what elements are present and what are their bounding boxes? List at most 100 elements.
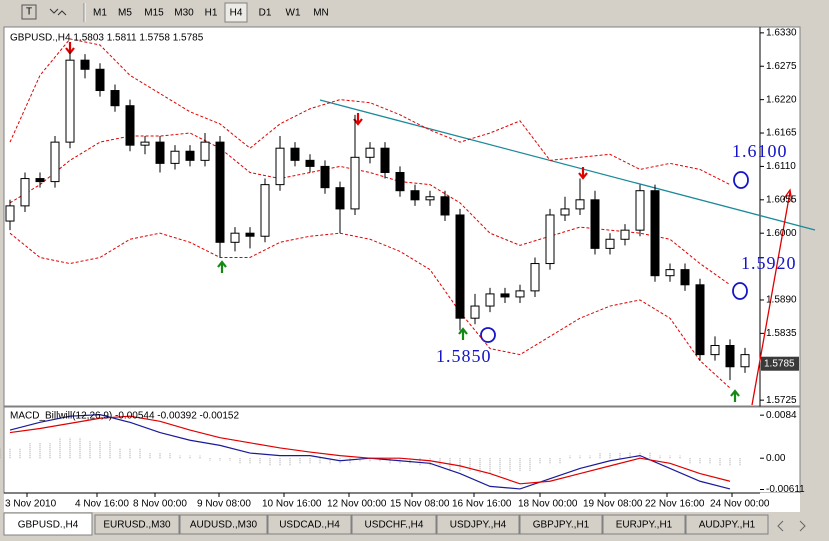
target-circle <box>480 327 496 343</box>
tab-label[interactable]: USDCAD.,H4 <box>279 520 340 531</box>
candle-body <box>380 147 390 173</box>
up-arrow <box>458 327 468 340</box>
tab-label[interactable]: AUDJPY.,H1 <box>699 520 756 531</box>
icon-text[interactable] <box>21 4 37 20</box>
y-tick-label: 1.6220 <box>766 94 797 105</box>
timeframe-button[interactable]: M5 <box>118 8 132 19</box>
tab[interactable] <box>94 514 180 535</box>
tab-label[interactable]: EURUSD.,M30 <box>103 520 171 531</box>
candle-body <box>425 196 435 201</box>
tab-scroll[interactable] <box>777 520 806 532</box>
timeframe-button[interactable]: D1 <box>259 8 272 19</box>
icon-arrows[interactable] <box>49 8 67 16</box>
timeframe-button[interactable]: M1 <box>93 8 107 19</box>
bollinger-band <box>9 38 731 186</box>
candle-body <box>500 293 510 298</box>
candle-body <box>680 269 690 286</box>
tab-label[interactable]: GBPJPY.,H1 <box>533 520 590 531</box>
tab-label[interactable]: AUDUSD.,M30 <box>190 520 258 531</box>
chart-title: GBPUSD.,H4 1.5803 1.5811 1.5758 1.5785 <box>10 33 204 44</box>
candle-body <box>230 232 240 243</box>
time-axis <box>4 493 800 512</box>
y-tick-label: 1.6275 <box>766 61 797 72</box>
candle-body <box>260 184 270 237</box>
icon-text-glyph: T <box>26 7 32 18</box>
candle-body <box>620 229 630 240</box>
candle-body <box>185 150 195 161</box>
y-tick-label: 0.00 <box>766 453 786 464</box>
timeframe-button[interactable]: W1 <box>286 8 301 19</box>
candle-body <box>215 141 225 243</box>
tab-label[interactable]: EURJPY.,H1 <box>616 520 673 531</box>
time-label: 4 Nov 16:00 <box>75 499 129 510</box>
candle-body <box>560 208 570 216</box>
candle-body <box>440 196 450 216</box>
toolbar-icons: T <box>21 3 86 22</box>
tab[interactable] <box>267 514 352 535</box>
candle-body <box>170 150 180 164</box>
timeframe-button[interactable]: H4 <box>230 8 243 19</box>
candle-body <box>410 190 420 201</box>
candle-body <box>740 354 750 368</box>
target-circle <box>732 282 748 300</box>
candle-body <box>125 105 135 146</box>
y-tick-label: 1.5890 <box>766 295 797 306</box>
candle-body <box>350 156 360 210</box>
candle-body <box>110 90 120 107</box>
candle-body <box>665 269 675 277</box>
up-arrow <box>217 260 227 273</box>
time-label: 3 Nov 2010 <box>5 499 57 510</box>
candle-body <box>320 165 330 189</box>
candle-body <box>725 345 735 368</box>
bollinger-band <box>9 232 731 389</box>
candle-body <box>635 190 645 231</box>
candle-body <box>650 190 660 277</box>
tab[interactable] <box>179 514 268 535</box>
timeframe-button[interactable]: H1 <box>205 8 218 19</box>
candle-body <box>95 68 105 92</box>
candle-body <box>455 214 465 319</box>
candle-body <box>605 238 615 249</box>
tab-label[interactable]: USDCHF.,H4 <box>365 520 424 531</box>
timeframe-button-selected[interactable] <box>224 2 248 23</box>
candle-body <box>245 232 255 237</box>
time-label: 24 Nov 00:00 <box>710 499 770 510</box>
candle-body <box>395 171 405 192</box>
candle-body <box>275 147 285 186</box>
candle-body <box>155 141 165 164</box>
candle-body <box>485 293 495 307</box>
candle-body <box>305 159 315 167</box>
up-arrow <box>730 389 740 402</box>
tab[interactable] <box>602 514 686 535</box>
candle-body <box>470 305 480 319</box>
tab[interactable] <box>351 514 437 535</box>
y-tick-label: 1.5725 <box>766 395 797 406</box>
candle-body <box>50 141 60 183</box>
candle-body <box>35 178 45 183</box>
forecast-line <box>751 191 791 406</box>
y-tick-label: 1.6000 <box>766 228 797 239</box>
time-label: 12 Nov 00:00 <box>327 499 387 510</box>
candle-body <box>140 141 150 146</box>
candle-body <box>5 205 15 222</box>
candle-body <box>65 59 75 143</box>
price-annotation: 1.6100 <box>732 141 788 161</box>
time-label: 18 Nov 00:00 <box>518 499 578 510</box>
y-tick-label: -0.00611 <box>766 484 805 495</box>
y-tick-label: 1.6055 <box>766 194 797 205</box>
tab[interactable] <box>685 514 769 535</box>
timeframe-button[interactable]: M30 <box>174 8 194 19</box>
y-tick-label: 1.6110 <box>766 161 796 172</box>
timeframe-button[interactable]: M15 <box>144 8 164 19</box>
price-annotation: 1.5920 <box>741 253 797 273</box>
tab[interactable] <box>519 514 603 535</box>
tab-selected[interactable] <box>3 512 93 536</box>
tab[interactable] <box>436 514 520 535</box>
candle-body <box>20 178 30 207</box>
tab-label[interactable]: USDJPY.,H4 <box>450 520 507 531</box>
tab-label[interactable]: GBPUSD.,H4 <box>18 520 79 531</box>
trend-line <box>319 99 816 231</box>
forecast-arrowhead <box>782 188 793 203</box>
timeframe-button[interactable]: MN <box>313 8 329 19</box>
